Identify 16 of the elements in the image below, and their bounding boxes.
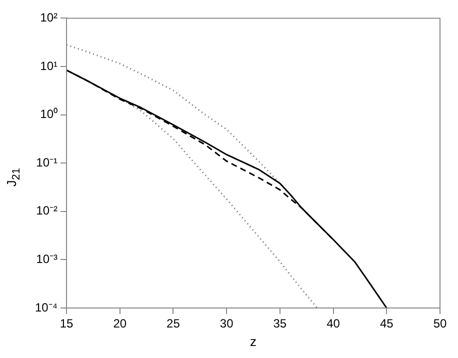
- y-tick-label: 10⁻¹: [36, 155, 58, 170]
- x-tick-label: 40: [326, 316, 340, 331]
- x-axis-title: z: [250, 334, 256, 349]
- x-tick-label: 35: [273, 316, 287, 331]
- x-tick-label: 50: [433, 316, 447, 331]
- x-tick-label: 25: [166, 316, 180, 331]
- x-tick-label: 20: [113, 316, 127, 331]
- y-tick-label: 10⁻³: [36, 252, 58, 266]
- y-tick-label: 10²: [40, 10, 58, 25]
- y-tick-label: 10⁰: [40, 107, 58, 122]
- y-tick-label: 10¹: [40, 58, 58, 73]
- x-tick-label: 45: [380, 316, 394, 331]
- x-tick-label: 15: [60, 316, 74, 331]
- y-tick-label: 10⁻⁴: [34, 300, 58, 314]
- y-tick-label: 10⁻²: [36, 204, 58, 218]
- x-tick-label: 30: [220, 316, 234, 331]
